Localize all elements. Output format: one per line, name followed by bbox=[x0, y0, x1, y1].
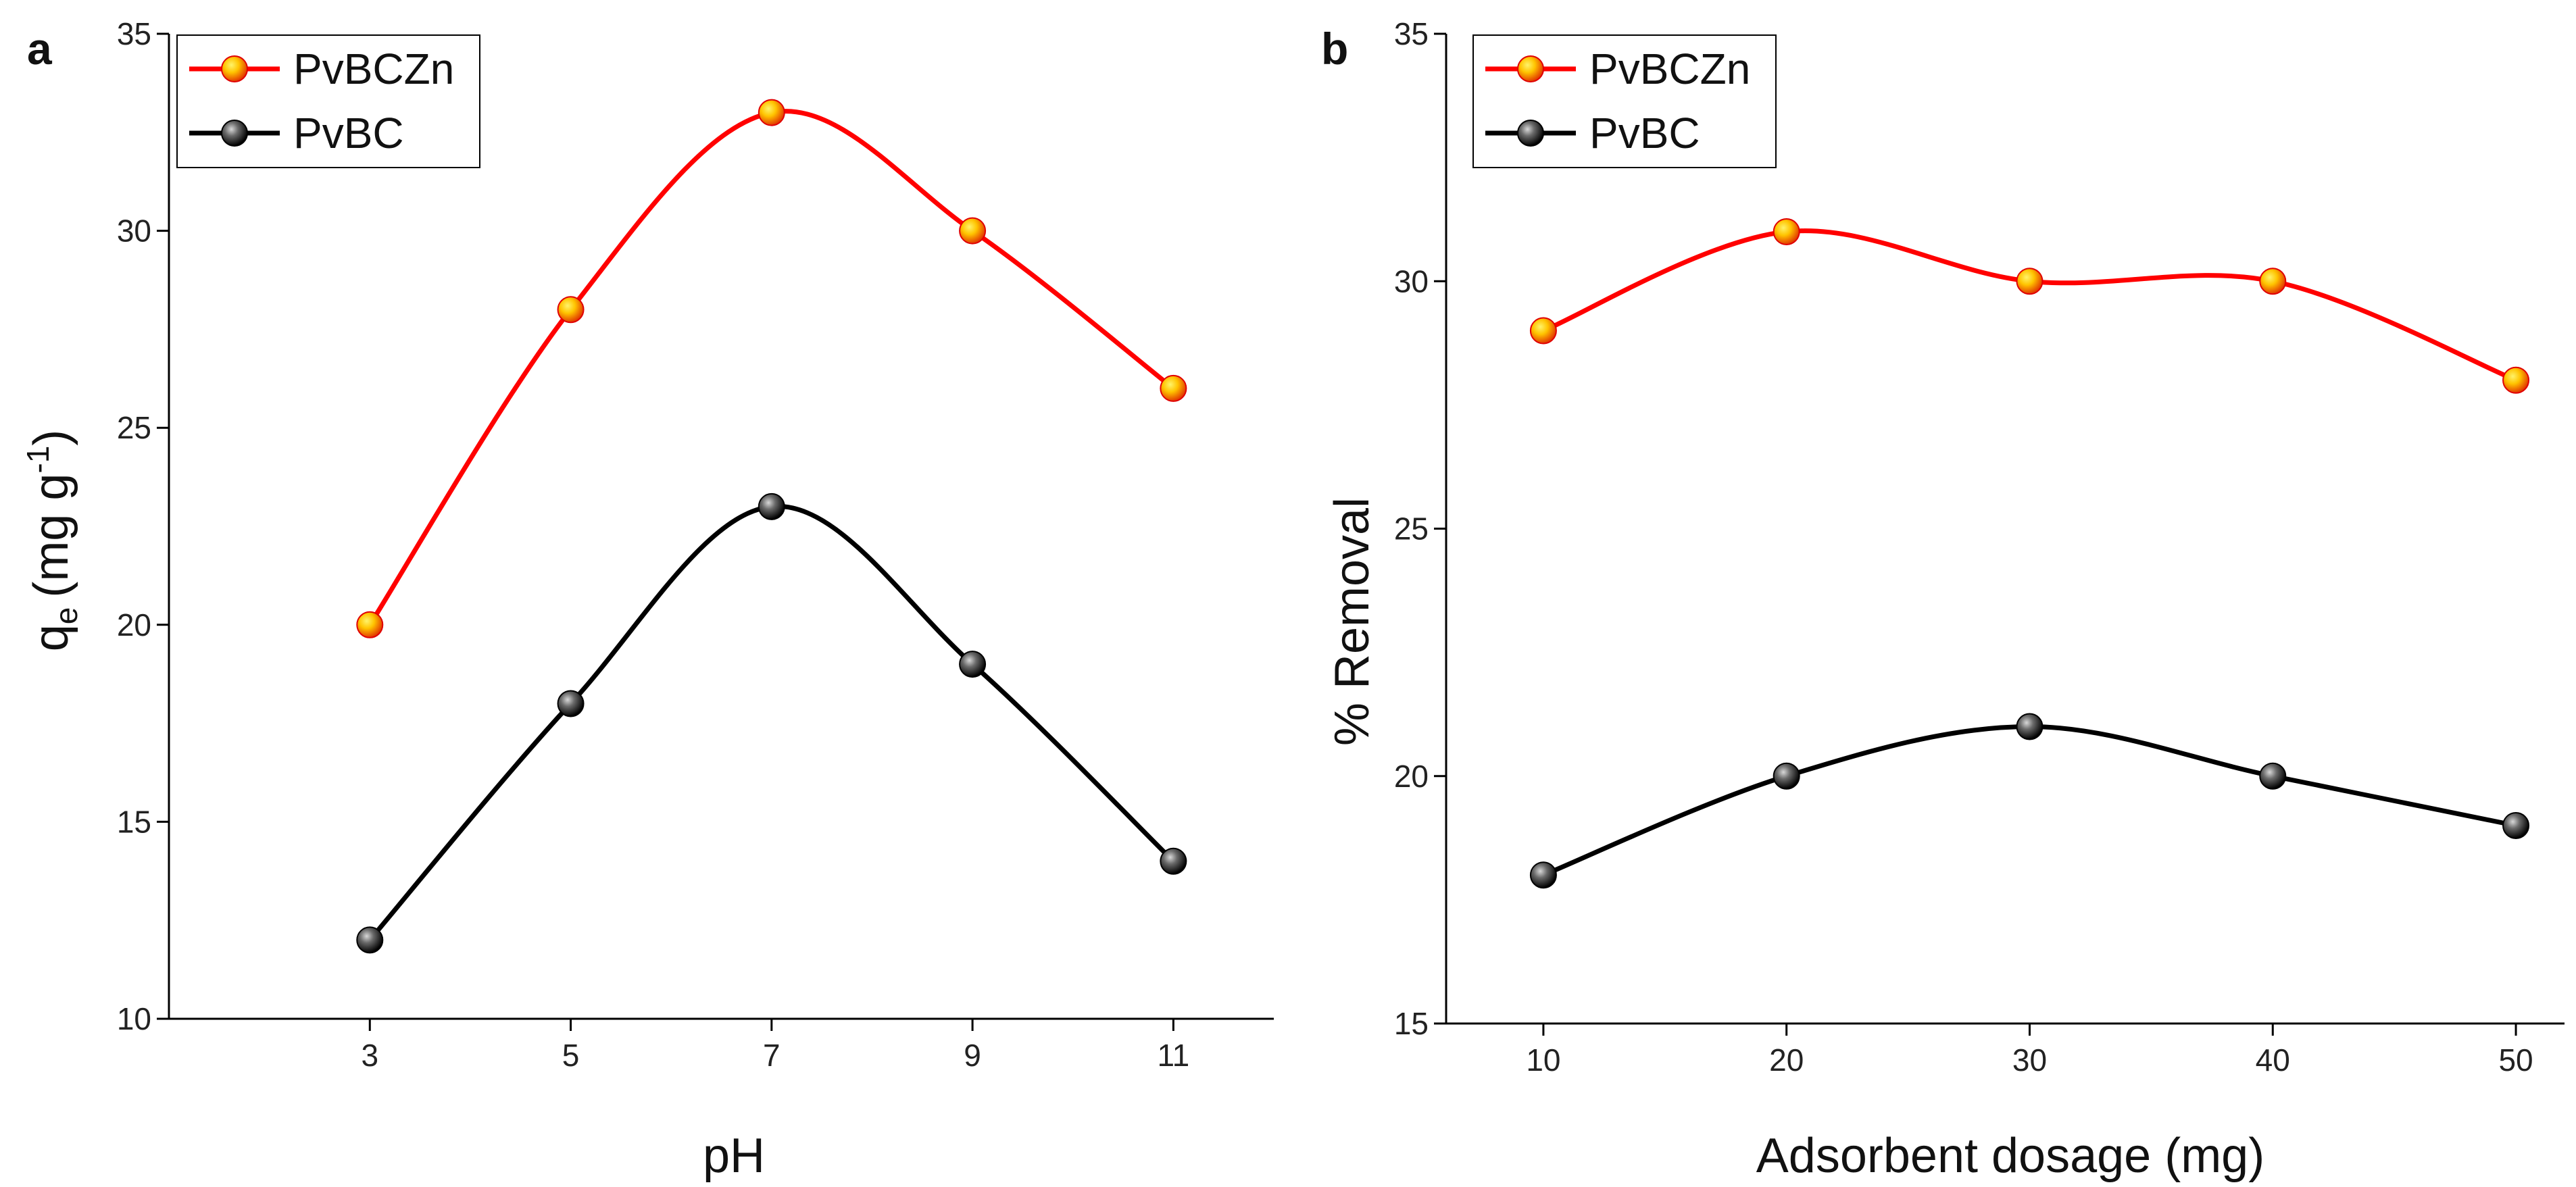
panel-a-series-pvbczn-point bbox=[356, 611, 384, 638]
panel-b-x-axis-title: Adsorbent dosage (mg) bbox=[1756, 1129, 2264, 1183]
panel-a-x-tick-label: 7 bbox=[763, 1038, 781, 1073]
panel-a-series-pvbczn-line bbox=[367, 109, 1176, 628]
panel-b-x-tick-label: 10 bbox=[1526, 1042, 1560, 1078]
panel-a-legend-frame bbox=[176, 34, 480, 168]
panel-a-y-tick-label: 30 bbox=[117, 213, 151, 249]
panel-b-legend-frame bbox=[1472, 34, 1777, 168]
panel-a-series-pvbc-point bbox=[758, 493, 785, 520]
panel-b-y-tick-label: 20 bbox=[1394, 759, 1429, 794]
panel-a-letter: a bbox=[27, 24, 53, 74]
panel-a-y-title-main: q bbox=[24, 624, 78, 651]
panel-b-x-tick-label: 20 bbox=[1769, 1042, 1804, 1078]
panel-a-series-pvbc-point bbox=[356, 926, 384, 954]
panel-a-legend: PvBCZn PvBC bbox=[176, 34, 480, 168]
panel-b-x-tick-label: 50 bbox=[2498, 1042, 2533, 1078]
panel-b-x-tick-label: 30 bbox=[2012, 1042, 2047, 1078]
panel-a-y-title-unit-prefix: (mg g bbox=[24, 474, 78, 598]
panel-b-legend: PvBCZn PvBC bbox=[1472, 34, 1777, 168]
panel-a-y-tick-label: 10 bbox=[117, 1001, 151, 1036]
panel-a-x-tick-label: 9 bbox=[964, 1038, 981, 1073]
panel-a-x-tick-label: 11 bbox=[1157, 1038, 1189, 1073]
panel-b-y-axis-title: % Removal bbox=[1325, 497, 1379, 746]
panel-b-series-pvbc-point bbox=[1529, 861, 1557, 889]
panel-b-series-pvbc-point bbox=[1773, 762, 1800, 790]
panel-b-letter: b bbox=[1321, 24, 1348, 74]
panel-b-series-pvbczn-point bbox=[1773, 218, 1800, 245]
panel-b-series-pvbczn-point bbox=[1529, 317, 1557, 345]
panel-b-series-pvbc-point bbox=[2016, 713, 2044, 740]
panel-a-series-pvbc-point bbox=[557, 690, 585, 717]
panel-b-legend-marker bbox=[1517, 55, 1544, 82]
panel-b-y-tick-label: 25 bbox=[1394, 511, 1429, 547]
panel-a-legend-marker bbox=[221, 55, 248, 82]
panel-a-y-tick-label: 35 bbox=[117, 16, 151, 51]
panel-b-series-pvbc-point bbox=[2502, 812, 2530, 839]
panel-b-legend-label: PvBC bbox=[1589, 109, 1700, 157]
panel-b-series-pvbc-line bbox=[1541, 724, 2519, 878]
panel-a-series-pvbc-line bbox=[367, 504, 1176, 942]
panel-a-legend-label: PvBCZn bbox=[293, 45, 454, 93]
panel-a-y-tick-label: 15 bbox=[117, 804, 151, 839]
panel-a-y-title-unit-suffix: ) bbox=[24, 430, 78, 446]
panel-b-y-tick-label: 30 bbox=[1394, 263, 1429, 299]
panel-a-y-title-sub: e bbox=[49, 607, 84, 625]
panel-b-legend-marker bbox=[1517, 120, 1544, 147]
panel-b-y-tick-label: 35 bbox=[1394, 16, 1429, 51]
panel-a-series-pvbczn-point bbox=[557, 296, 585, 324]
panel-a-x-axis-title: pH bbox=[703, 1129, 765, 1183]
panel-a-series-pvbczn-point bbox=[758, 99, 785, 126]
panel-a-x-tick-label: 5 bbox=[562, 1038, 580, 1073]
panel-a-series-pvbczn-point bbox=[959, 217, 987, 245]
panel-b-y-tick-label: 15 bbox=[1394, 1006, 1429, 1041]
panel-b-chart: b 15 20 25 30 35 10 20 30 40 50 Adsorbent dosage … bbox=[1321, 16, 2565, 1183]
panel-a-y-axis-title: qe (mg g-1) bbox=[20, 430, 84, 652]
panel-b-legend-label: PvBCZn bbox=[1589, 45, 1750, 93]
panel-b-series-pvbc-point bbox=[2259, 762, 2287, 790]
panel-b-series-pvbczn-point bbox=[2016, 268, 2044, 295]
panel-a-series-pvbc-point bbox=[959, 651, 987, 678]
panel-a-series-pvbc-point bbox=[1160, 847, 1187, 875]
panel-a-series-pvbczn-point bbox=[1160, 374, 1187, 402]
panel-a-y-title-sup: -1 bbox=[20, 446, 55, 474]
panel-b-series-pvbczn-line bbox=[1541, 228, 2519, 383]
panel-b-x-tick-label: 40 bbox=[2256, 1042, 2290, 1078]
panel-a-y-tick-label: 20 bbox=[117, 607, 151, 642]
panel-b-series-pvbczn-point bbox=[2259, 268, 2287, 295]
panel-a-x-tick-label: 3 bbox=[361, 1038, 378, 1073]
panel-a-legend-marker bbox=[221, 120, 248, 147]
panel-a-y-tick-label: 25 bbox=[117, 410, 151, 445]
panel-b-series-pvbczn-point bbox=[2502, 366, 2530, 394]
panel-a-legend-label: PvBC bbox=[293, 109, 404, 157]
